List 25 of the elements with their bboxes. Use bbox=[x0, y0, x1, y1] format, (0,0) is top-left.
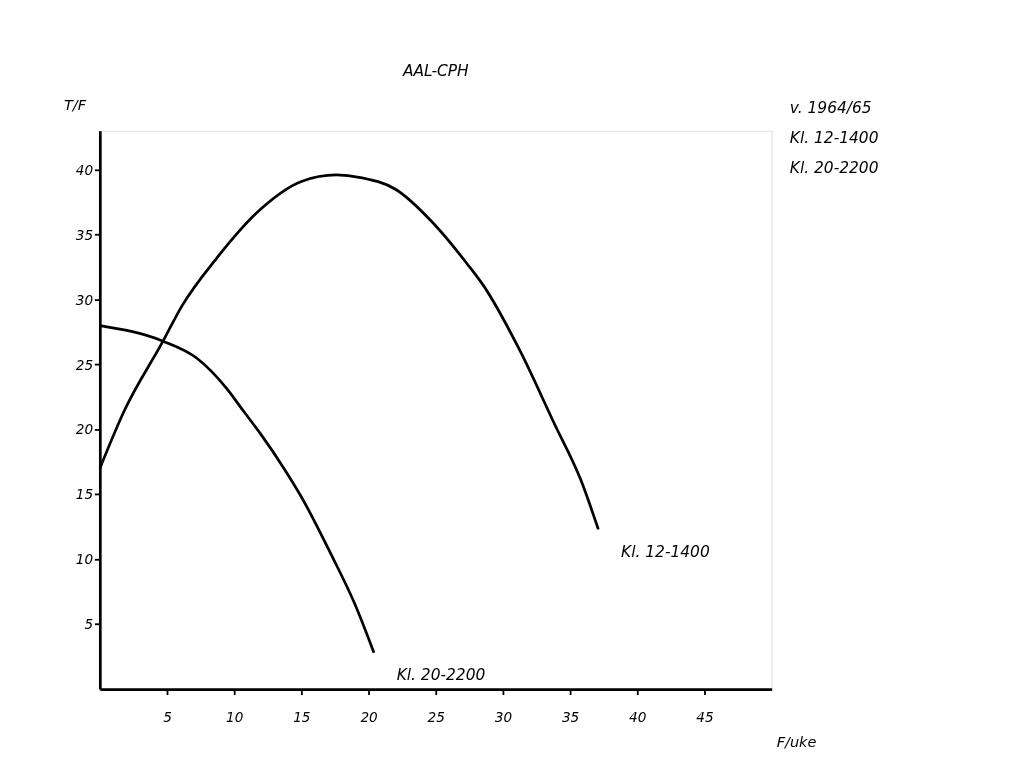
y-tick-label: 20 bbox=[75, 421, 94, 438]
series-label: Kl. 12-1400 bbox=[621, 542, 710, 561]
y-tick-label: 35 bbox=[75, 226, 94, 243]
text: Kl. 20-2200 bbox=[789, 158, 879, 177]
y-axis-title: T/F bbox=[64, 97, 87, 114]
x-tick-label: 25 bbox=[427, 709, 445, 726]
y-tick-label: 40 bbox=[75, 161, 94, 178]
x-axis-title: F/uke bbox=[776, 733, 817, 750]
y-tick-label: 15 bbox=[75, 486, 94, 503]
y-tick-label: 10 bbox=[75, 551, 94, 568]
text: v. 1964/65 bbox=[789, 98, 872, 117]
series-label: Kl. 20-2200 bbox=[396, 666, 486, 685]
x-tick-label: 35 bbox=[561, 709, 580, 726]
text: Kl. 12-1400 bbox=[789, 128, 879, 147]
x-tick-label: 10 bbox=[226, 709, 244, 726]
y-tick-label: 5 bbox=[84, 616, 94, 633]
x-tick-label: 5 bbox=[163, 709, 172, 726]
x-tick-label: 30 bbox=[494, 709, 513, 726]
chart-title: AAL-CPH bbox=[401, 62, 470, 81]
y-tick-label: 25 bbox=[75, 356, 94, 373]
x-tick-label: 45 bbox=[696, 709, 714, 726]
x-tick-label: 15 bbox=[293, 709, 311, 726]
y-tick-label: 30 bbox=[75, 291, 94, 308]
x-tick-label: 20 bbox=[360, 709, 378, 726]
x-tick-label: 40 bbox=[629, 709, 647, 726]
